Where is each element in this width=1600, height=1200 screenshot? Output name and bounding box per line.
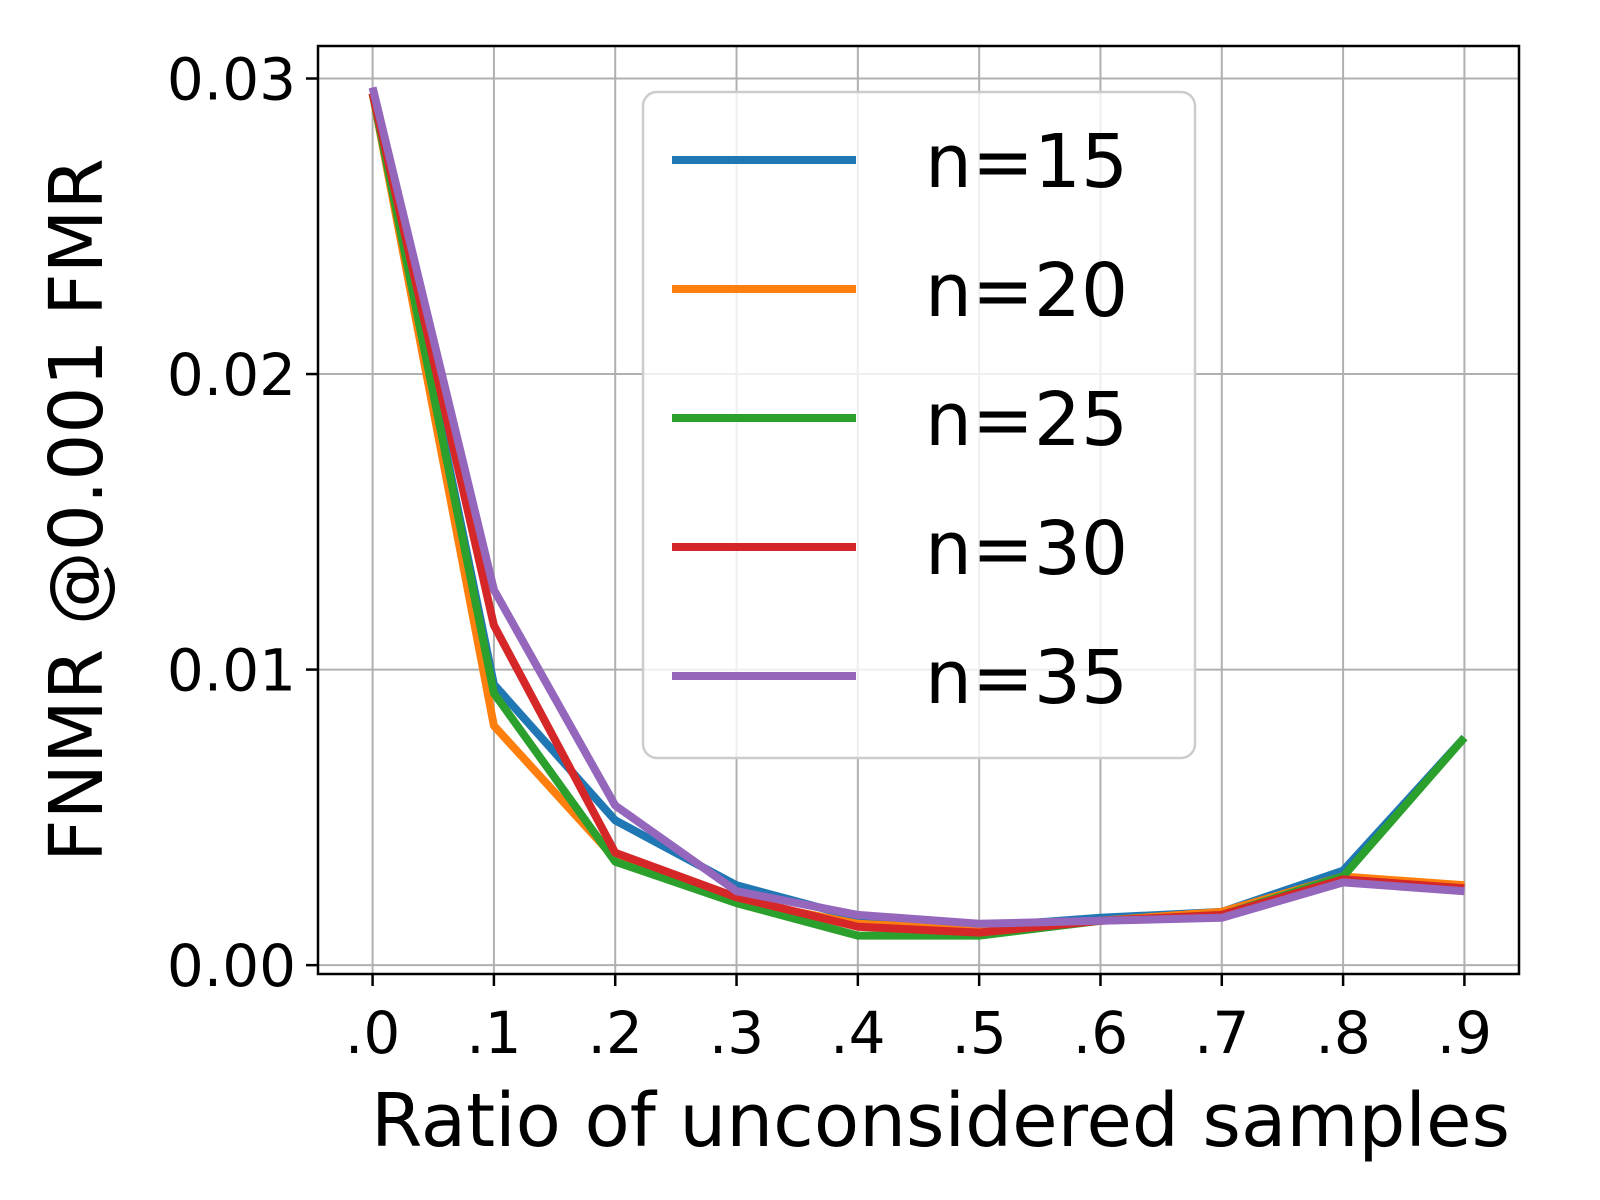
legend-box (641, 90, 1197, 760)
x-tick-label: .2 (588, 999, 643, 1067)
x-tick-label: .3 (709, 999, 764, 1067)
y-tick-label: 0.01 (167, 637, 296, 705)
plot-frame (316, 44, 1521, 976)
x-tick-label: .4 (830, 999, 885, 1067)
y-axis-title: FNMR @0.001 FMR (34, 158, 120, 862)
x-tick-label: .6 (1073, 999, 1128, 1067)
x-axis-title: Ratio of unconsidered samples (371, 1078, 1510, 1164)
legend: n=15 n=20 n=25 n=30 n=35 (641, 90, 1197, 760)
legend-label: n=35 (925, 635, 1128, 721)
series-lines (368, 86, 1468, 940)
y-tick-label: 0.00 (167, 932, 296, 1000)
axis-ticks: .0 .1 .2 .3 .4 .5 .6 .7 .8 .9 0.00 0.01 0.02 0.03 (167, 46, 1492, 1067)
y-tick-label: 0.02 (167, 341, 296, 409)
x-tick-label: .7 (1194, 999, 1249, 1067)
y-tick-label: 0.03 (167, 46, 296, 114)
x-tick-label: .1 (466, 999, 521, 1067)
x-tick-label: .5 (951, 999, 1006, 1067)
legend-label: n=15 (925, 119, 1128, 205)
x-tick-label: .0 (345, 999, 400, 1067)
legend-label: n=20 (925, 248, 1128, 334)
series-line-n-35 (368, 86, 1465, 928)
x-tick-label: .8 (1315, 999, 1370, 1067)
legend-label: n=25 (925, 377, 1128, 463)
x-tick-label: .9 (1437, 999, 1492, 1067)
legend-label: n=30 (925, 506, 1128, 592)
